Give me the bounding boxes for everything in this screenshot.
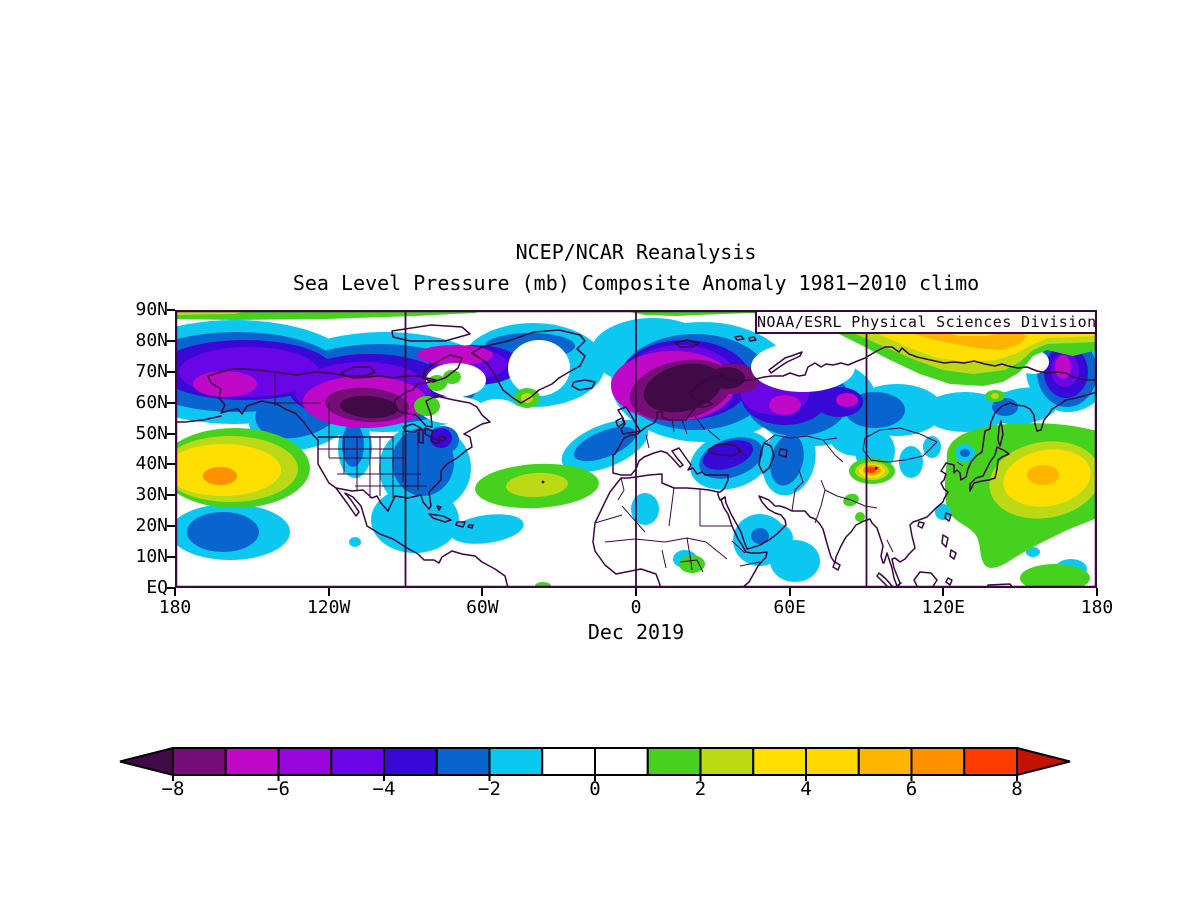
x-tick-mark	[942, 588, 945, 596]
colorbar-segment	[383, 747, 438, 776]
colorbar-arrow	[1016, 746, 1071, 777]
y-tick-label: 10N	[135, 546, 168, 568]
y-tick-label: 40N	[135, 453, 168, 475]
coastlines	[175, 324, 1097, 588]
small-negative-overlays	[935, 444, 975, 520]
colorbar-label: −2	[478, 778, 501, 800]
x-tick-mark	[788, 588, 791, 596]
y-tick-mark	[167, 587, 175, 589]
y-tick-mark	[167, 494, 175, 497]
colorbar-segment	[172, 747, 227, 776]
colorbar-label: −4	[372, 778, 396, 800]
y-tick-label: 20N	[135, 515, 168, 537]
colorbar-segment	[963, 747, 1018, 776]
x-tick-mark	[327, 588, 330, 596]
colorbar-segment	[857, 747, 913, 776]
y-tick-label: 90N	[135, 299, 168, 320]
x-tick-label: 60W	[466, 597, 499, 618]
colorbar-segment	[277, 747, 333, 776]
x-tick-label: 60E	[773, 597, 806, 618]
y-tick-mark	[167, 339, 175, 342]
marker-dots	[541, 467, 878, 484]
colorbar-segment	[594, 747, 649, 776]
x-tick-label: 180	[158, 597, 192, 618]
y-tick-mark	[167, 525, 175, 528]
colorbar-segment	[752, 747, 807, 776]
x-tick-mark	[1096, 588, 1098, 596]
colorbar-segment	[541, 747, 596, 776]
colorbar-segment	[805, 747, 860, 776]
y-tick-mark	[167, 401, 175, 404]
credit-box: NOAA/ESRL Physical Sciences Division	[755, 310, 1097, 334]
y-tick-mark	[167, 463, 175, 466]
anomaly-map: NOAA/ESRL Physical Sciences Division	[175, 310, 1097, 588]
y-tick-label: 60N	[135, 391, 168, 413]
colorbar-label: 8	[1011, 778, 1023, 800]
y-tick-label: 30N	[135, 484, 168, 506]
colorbar-arrow	[119, 746, 174, 777]
colorbar-segment	[699, 747, 755, 776]
y-tick-mark	[167, 370, 175, 373]
page-title: NCEP/NCAR Reanalysis	[515, 240, 757, 264]
page-subtitle: Sea Level Pressure (mb) Composite Anomal…	[292, 271, 980, 295]
y-tick-mark	[167, 556, 175, 559]
colorbar-label: 0	[589, 778, 601, 800]
y-tick-label: 70N	[135, 360, 168, 382]
colorbar-segment	[910, 747, 966, 776]
y-tick-mark	[167, 309, 175, 311]
x-tick-label: 0	[630, 597, 642, 618]
colorbar-segment	[488, 747, 544, 776]
x-tick-label: 180	[1080, 597, 1114, 618]
map-border	[175, 310, 1097, 588]
colorbar-label: −8	[161, 778, 185, 800]
x-tick-mark	[481, 588, 484, 596]
x-tick-mark	[174, 588, 176, 596]
colorbar-segment	[435, 747, 491, 776]
colorbar-label: 2	[694, 778, 707, 800]
x-tick-label: 120E	[921, 597, 965, 618]
colorbar-label: −6	[267, 778, 290, 800]
y-tick-mark	[167, 432, 175, 435]
colorbar-svg	[119, 746, 1071, 781]
colorbar-label: 6	[905, 778, 918, 800]
country-borders	[274, 372, 964, 573]
grid-meridians	[404, 310, 868, 588]
y-tick-label: EQ	[146, 577, 168, 598]
date-caption: Dec 2019	[587, 620, 685, 644]
colorbar-segment	[646, 747, 702, 776]
y-tick-label: 50N	[135, 422, 168, 444]
x-tick-label: 120W	[306, 597, 351, 618]
colorbar-label: 4	[800, 778, 812, 800]
anomaly-map-svg	[175, 310, 1097, 588]
y-tick-label: 80N	[135, 329, 168, 351]
x-tick-mark	[635, 588, 637, 596]
colorbar-segment	[330, 747, 385, 776]
colorbar-segment	[224, 747, 280, 776]
